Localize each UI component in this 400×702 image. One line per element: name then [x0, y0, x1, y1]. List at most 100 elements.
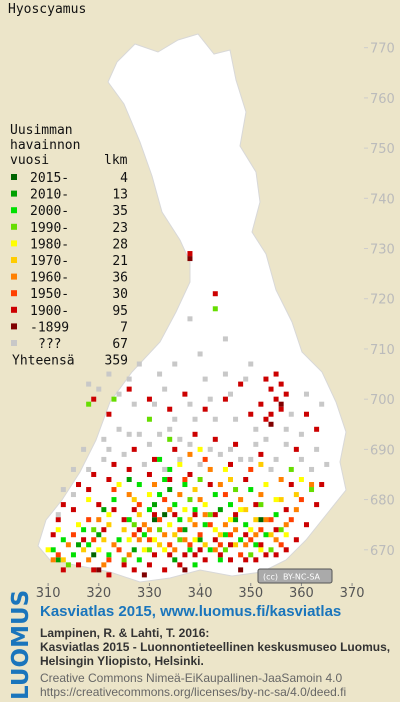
occurrence: [273, 456, 279, 462]
y-tick-label: 730: [370, 243, 395, 258]
occurrence: [273, 497, 279, 503]
occurrence: [162, 386, 168, 392]
occurrence: [207, 522, 213, 528]
occurrence: [238, 567, 244, 573]
occurrence: [55, 517, 61, 523]
title: Hyoscyamus: [8, 2, 86, 17]
occurrence: [243, 557, 249, 563]
occurrence: [152, 552, 158, 558]
x-tick-label: 330: [137, 586, 162, 601]
occurrence: [212, 547, 218, 553]
occurrence: [217, 542, 223, 548]
occurrence: [268, 517, 274, 523]
occurrence: [111, 507, 117, 513]
occurrence: [157, 492, 163, 498]
y-tick-label: 720: [370, 293, 395, 308]
occurrence: [233, 441, 239, 447]
occurrence: [233, 416, 239, 422]
occurrence: [212, 416, 218, 422]
occurrence: [227, 517, 233, 523]
occurrence: [197, 351, 203, 357]
occurrence: [248, 487, 254, 493]
occurrence: [91, 527, 97, 533]
occurrence: [101, 527, 107, 533]
occurrence: [86, 517, 92, 523]
legend-swatch: [11, 340, 17, 346]
occurrence: [283, 532, 289, 538]
legend-swatch: [11, 290, 17, 297]
occurrence: [121, 527, 127, 533]
occurrence: [162, 466, 168, 472]
occurrence: [202, 512, 208, 518]
legend-swatch: [11, 273, 17, 280]
occurrence: [187, 441, 193, 447]
occurrence: [238, 381, 244, 387]
legend-label: 1960-: [30, 271, 69, 286]
occurrence: [283, 522, 289, 528]
legend-label: 2000-: [30, 204, 69, 219]
occurrence: [243, 476, 249, 482]
occurrence: [187, 517, 193, 523]
occurrence: [91, 552, 97, 558]
occurrence: [81, 547, 87, 553]
occurrence: [60, 502, 66, 508]
occurrence: [86, 487, 92, 493]
occurrence: [86, 497, 92, 503]
occurrence: [202, 542, 208, 548]
occurrence: [222, 492, 228, 498]
legend-count: 95: [112, 304, 128, 319]
occurrence: [243, 522, 249, 528]
occurrence: [131, 532, 137, 538]
occurrence: [273, 552, 279, 558]
occurrence: [131, 446, 137, 452]
occurrence: [126, 431, 132, 437]
occurrence: [258, 517, 264, 523]
occurrence: [172, 547, 178, 553]
occurrence: [111, 487, 117, 493]
occurrence: [65, 562, 71, 568]
occurrence: [192, 431, 198, 437]
occurrence: [182, 527, 188, 533]
occurrence: [50, 532, 56, 538]
occurrence: [222, 396, 228, 402]
occurrence: [111, 461, 117, 467]
occurrence: [187, 542, 193, 548]
y-tick-label: 690: [370, 443, 395, 458]
occurrence: [121, 557, 127, 563]
occurrence: [136, 537, 142, 543]
occurrence: [309, 466, 315, 472]
occurrence: [293, 537, 299, 543]
occurrence: [298, 497, 304, 503]
occurrence: [212, 492, 218, 498]
occurrence: [146, 547, 152, 553]
x-tick-label: 340: [188, 586, 213, 601]
occurrence: [177, 527, 183, 533]
occurrence: [192, 416, 198, 422]
occurrence: [197, 532, 203, 538]
occurrence: [116, 547, 122, 553]
occurrence: [157, 527, 163, 533]
occurrence: [253, 517, 259, 523]
occurrence: [258, 527, 264, 533]
occurrence: [243, 542, 249, 548]
occurrence: [55, 527, 61, 533]
occurrence: [197, 497, 203, 503]
occurrence: [278, 497, 284, 503]
occurrence: [298, 476, 304, 482]
occurrence: [157, 456, 163, 462]
occurrence: [141, 572, 147, 578]
occurrence: [167, 487, 173, 493]
citation: Helsingin Yliopisto, Helsinki.: [40, 654, 204, 668]
legend-swatch: [11, 240, 17, 247]
occurrence: [187, 547, 193, 553]
occurrence: [126, 552, 132, 558]
occurrence: [106, 557, 112, 563]
occurrence: [258, 542, 264, 548]
occurrence: [146, 471, 152, 477]
occurrence: [227, 532, 233, 538]
occurrence: [96, 517, 102, 523]
occurrence: [157, 371, 163, 377]
occurrence: [116, 426, 122, 432]
occurrence: [162, 476, 168, 482]
